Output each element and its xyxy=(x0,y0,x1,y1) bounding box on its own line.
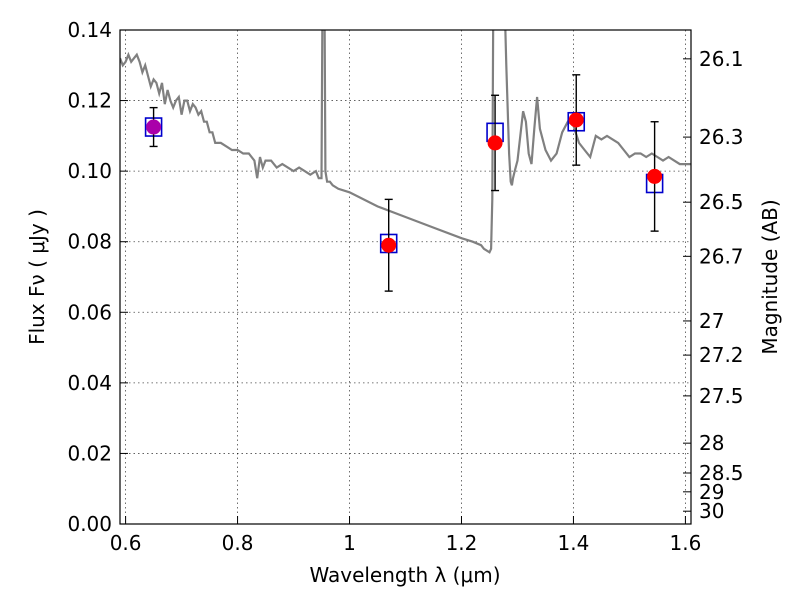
y-tick-label: 0.08 xyxy=(67,230,112,254)
y2-tick-label: 27 xyxy=(699,309,724,333)
observed-photometry-series xyxy=(146,74,663,292)
observed-point xyxy=(487,135,503,151)
y-axis: 0.00 0.02 0.04 0.06 0.08 0.10 0.12 0.14 xyxy=(67,18,128,536)
y2-tick-label: 26.1 xyxy=(699,47,744,71)
y2-tick-label: 26.5 xyxy=(699,190,744,214)
observed-point xyxy=(647,168,663,184)
y-tick-label: 0.02 xyxy=(67,441,112,465)
y-tick-label: 0.12 xyxy=(67,89,112,113)
y2-tick-label: 27.2 xyxy=(699,343,744,367)
x-axis: 0.6 0.8 1 1.2 1.4 1.6 xyxy=(110,516,701,555)
y2-tick-label: 28.5 xyxy=(699,461,744,485)
grid xyxy=(120,30,691,524)
y2-tick-label: 26.3 xyxy=(699,125,744,149)
y2-axis-title: Magnitude (AB) xyxy=(758,199,782,354)
x-tick-label: 1.2 xyxy=(446,531,478,555)
x-tick-label: 1.6 xyxy=(669,531,701,555)
x-axis-title: Wavelength λ (μm) xyxy=(309,563,500,587)
y-axis-title: Flux Fν ( μJy ) xyxy=(25,209,49,345)
y-tick-label: 0.04 xyxy=(67,371,112,395)
x-tick-label: 1 xyxy=(343,531,356,555)
observed-point xyxy=(568,112,584,128)
y2-tick-label: 26.7 xyxy=(699,244,744,268)
x-tick-label: 0.6 xyxy=(110,531,142,555)
observed-point xyxy=(146,119,162,135)
plot-frame xyxy=(119,29,692,525)
x-tick-label: 1.4 xyxy=(558,531,590,555)
y2-tick-label: 30 xyxy=(699,499,724,523)
y2-tick-label: 29 xyxy=(699,480,724,504)
y-tick-label: 0.00 xyxy=(67,512,112,536)
sed-model-line xyxy=(120,30,691,254)
y2-tick-label: 28 xyxy=(699,431,724,455)
y-tick-label: 0.14 xyxy=(67,18,112,42)
model-photometry-series xyxy=(144,111,664,254)
y-tick-label: 0.10 xyxy=(67,159,112,183)
y2-tick-label: 27.5 xyxy=(699,384,744,408)
sed-model-series xyxy=(120,30,691,254)
y-tick-label: 0.06 xyxy=(67,300,112,324)
x-tick-label: 0.8 xyxy=(222,531,254,555)
observed-point xyxy=(381,237,397,253)
